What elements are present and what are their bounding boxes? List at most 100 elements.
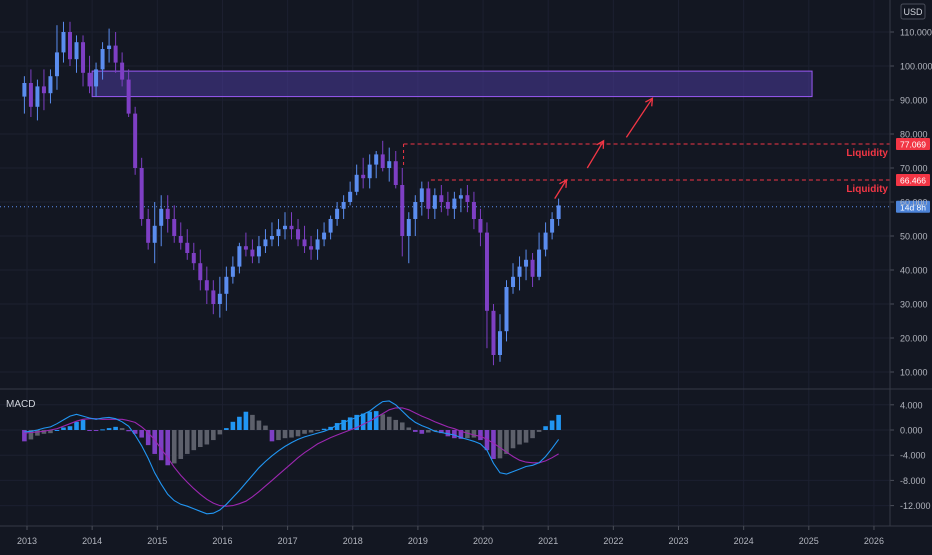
candle-body[interactable] — [400, 185, 405, 236]
candle-body[interactable] — [146, 219, 151, 243]
candle-body[interactable] — [81, 42, 86, 73]
candle-body[interactable] — [198, 263, 203, 281]
macd-indicator-label[interactable]: MACD — [6, 399, 35, 410]
candle-body[interactable] — [328, 219, 333, 233]
candle-body[interactable] — [191, 253, 196, 264]
candle-body[interactable] — [120, 62, 125, 80]
candle-body[interactable] — [302, 239, 307, 247]
candle-body[interactable] — [497, 331, 502, 355]
candle-body[interactable] — [341, 202, 346, 209]
candles-layer[interactable] — [22, 21, 561, 366]
time-axis[interactable]: 2013 2014 2015 2016 2017 2018 2019 2020 2021 2022… — [17, 526, 884, 546]
candle-body[interactable] — [380, 154, 385, 168]
candle-body[interactable] — [445, 202, 450, 209]
candle-body[interactable] — [458, 195, 463, 199]
candle-body[interactable] — [276, 229, 281, 236]
macd-tick-label: -4.000 — [900, 451, 926, 461]
candle-body[interactable] — [367, 164, 372, 179]
candle-body[interactable] — [178, 236, 183, 243]
candle-body[interactable] — [263, 239, 268, 247]
projection-arrow-shaft — [586, 140, 605, 169]
candle-body[interactable] — [230, 266, 235, 277]
candle-body[interactable] — [237, 246, 242, 267]
candle-body[interactable] — [426, 188, 431, 209]
candle-body[interactable] — [530, 259, 535, 277]
candle-body[interactable] — [61, 32, 66, 53]
macd-histogram — [22, 411, 561, 466]
candle-body[interactable] — [517, 266, 522, 277]
candle-body[interactable] — [35, 86, 40, 107]
candle-body[interactable] — [204, 280, 209, 291]
candle-body[interactable] — [217, 293, 222, 304]
candle-body[interactable] — [511, 276, 516, 287]
candle-body[interactable] — [406, 219, 411, 236]
candle-body[interactable] — [484, 232, 489, 311]
candle-body[interactable] — [107, 45, 112, 49]
candle-body[interactable] — [550, 219, 555, 233]
currency-badge[interactable] — [900, 3, 926, 20]
candle-body[interactable] — [465, 195, 470, 202]
candle-body[interactable] — [361, 174, 366, 179]
candle-body[interactable] — [87, 72, 92, 87]
candle-body[interactable] — [556, 205, 561, 219]
candle-body[interactable] — [133, 113, 138, 168]
candle-body[interactable] — [335, 208, 340, 219]
candle-body[interactable] — [94, 69, 99, 87]
candle-body[interactable] — [224, 276, 229, 294]
price-axis[interactable]: 110.000 100.000 90.000 80.000 70.000 60.000 50… — [890, 28, 932, 378]
candle-body[interactable] — [172, 219, 177, 236]
candle-body[interactable] — [432, 195, 437, 209]
candle-body[interactable] — [348, 191, 353, 202]
candle-body[interactable] — [67, 32, 72, 60]
candle-body[interactable] — [41, 86, 46, 94]
candle-body[interactable] — [282, 225, 287, 230]
candle-body[interactable] — [296, 229, 301, 240]
candle-body[interactable] — [100, 49, 105, 70]
candle-body[interactable] — [491, 310, 496, 355]
candle-body[interactable] — [387, 161, 392, 168]
candle-body[interactable] — [211, 290, 216, 304]
candle-body[interactable] — [28, 83, 33, 107]
candle-body[interactable] — [309, 246, 314, 250]
candle-body[interactable] — [354, 174, 359, 192]
candle-body[interactable] — [537, 249, 542, 277]
macd-histogram-bar — [556, 414, 561, 430]
candle-body[interactable] — [54, 52, 59, 77]
candle-body[interactable] — [413, 202, 418, 219]
candle-body[interactable] — [269, 236, 274, 240]
candle-body[interactable] — [524, 259, 529, 267]
candle-body[interactable] — [185, 242, 190, 253]
candle-body[interactable] — [139, 168, 144, 219]
candle-body[interactable] — [452, 198, 457, 209]
candle-body[interactable] — [439, 195, 444, 202]
supply-zone-rect[interactable] — [91, 70, 813, 98]
candle-body[interactable] — [256, 246, 261, 257]
candle-body[interactable] — [504, 287, 509, 332]
candle-body[interactable] — [250, 249, 255, 257]
candle-body[interactable] — [243, 246, 248, 250]
candle-body[interactable] — [165, 208, 170, 219]
candle-body[interactable] — [159, 208, 164, 226]
candle-body[interactable] — [22, 83, 27, 97]
candle-body[interactable] — [543, 232, 548, 250]
liquidity-levels-layer: Liquidity 77.069 Liquidity 66.466 14d 8h — [0, 137, 930, 213]
candle-body[interactable] — [289, 225, 294, 230]
candle-body[interactable] — [48, 76, 53, 94]
candle-body[interactable] — [152, 225, 157, 243]
candle-body[interactable] — [322, 232, 327, 240]
candle-body[interactable] — [478, 219, 483, 233]
candle-body[interactable] — [315, 239, 320, 250]
candle-body[interactable] — [419, 188, 424, 202]
candle-body[interactable] — [471, 202, 476, 219]
macd-histogram-bar — [445, 430, 451, 437]
candle-body[interactable] — [113, 45, 118, 63]
candle-body[interactable] — [374, 154, 379, 165]
macd-histogram-bar — [171, 430, 177, 464]
candle-body[interactable] — [393, 161, 398, 185]
candle-body[interactable] — [74, 42, 79, 60]
macd-histogram-bar — [360, 413, 366, 430]
candle-body[interactable] — [126, 79, 131, 114]
countdown-badge[interactable] — [896, 200, 930, 213]
macd-axis[interactable]: 4.000 0.000 -4.000 -8.000 -12.000 — [890, 400, 931, 511]
